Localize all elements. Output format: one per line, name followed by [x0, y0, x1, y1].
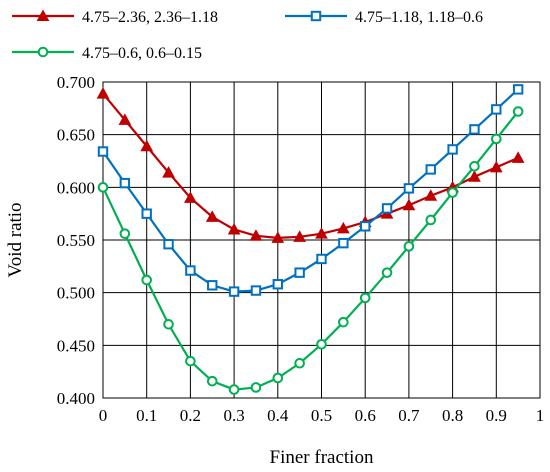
data-point: [184, 191, 197, 203]
data-point: [162, 166, 175, 178]
data-point: [119, 228, 131, 239]
y-tick-label: 0.650: [57, 126, 95, 145]
data-point: [228, 384, 240, 395]
x-tick-label: 0.7: [398, 406, 420, 425]
y-tick-label: 0.700: [57, 73, 95, 92]
x-tick-label: 0.3: [223, 406, 244, 425]
plot-area-frame: [102, 81, 541, 399]
data-point: [512, 106, 524, 117]
data-point: [163, 239, 174, 250]
series-2: [97, 84, 524, 297]
data-point: [272, 279, 284, 290]
data-point: [425, 214, 437, 226]
series-group: [96, 84, 525, 395]
data-point: [294, 357, 305, 369]
data-point: [469, 160, 480, 172]
data-point: [489, 160, 503, 173]
data-point: [425, 164, 436, 175]
y-tick-label: 0.550: [57, 231, 95, 250]
data-point: [338, 316, 349, 328]
data-point: [96, 87, 110, 99]
legend-label: 4.75–0.6, 0.6–0.15: [82, 45, 202, 62]
y-axis-label: Void ratio: [5, 202, 26, 277]
data-point: [141, 208, 152, 219]
data-point: [360, 221, 371, 232]
data-point: [294, 267, 305, 278]
data-point: [359, 292, 371, 304]
data-point: [315, 227, 328, 239]
y-tick-label: 0.450: [57, 336, 95, 355]
data-point: [403, 241, 415, 252]
data-point: [511, 151, 525, 163]
x-tick-label: 0: [99, 406, 108, 425]
series-1: [96, 87, 525, 243]
y-tick-label: 0.400: [57, 389, 95, 408]
x-tick-label: 0.6: [355, 406, 376, 425]
data-point: [119, 177, 131, 189]
data-point: [97, 182, 109, 193]
legend-label: 4.75–2.36, 2.36–1.18: [82, 9, 218, 26]
data-point: [185, 265, 196, 276]
data-point: [140, 139, 154, 152]
legend-label: 4.75–1.18, 1.18–0.6: [355, 9, 483, 26]
data-point: [447, 187, 458, 198]
series-line: [102, 110, 520, 391]
legend-marker: [37, 46, 49, 58]
legend-marker: [310, 10, 322, 22]
tick-labels: 0 0.1 0.2 0.3 0.4 0.5 0.6 0.7 0.8 0.9 1 0.400 0.450 0…: [57, 73, 545, 425]
data-point: [272, 372, 284, 384]
data-point: [207, 280, 218, 291]
data-point: [250, 285, 262, 296]
data-point: [338, 237, 349, 249]
data-point: [163, 318, 174, 330]
x-axis-label: Finer fraction: [270, 447, 374, 468]
data-point: [469, 124, 480, 135]
x-tick-label: 1: [536, 406, 545, 425]
data-point: [185, 355, 196, 367]
y-tick-label: 0.600: [57, 178, 95, 197]
data-point: [381, 203, 393, 214]
x-tick-label: 0.8: [442, 406, 463, 425]
data-point: [491, 133, 502, 145]
legend: 4.75–2.36, 2.36–1.18 4.75–1.18, 1.18–0.6 4…: [12, 9, 483, 62]
data-point: [205, 210, 219, 222]
x-tick-label: 0.9: [486, 406, 507, 425]
data-point: [271, 231, 285, 243]
data-point: [228, 286, 240, 297]
data-point: [447, 144, 458, 155]
data-point: [97, 146, 109, 157]
y-tick-label: 0.500: [57, 284, 95, 303]
data-point: [316, 253, 327, 265]
data-point: [381, 267, 393, 278]
x-tick-label: 0.1: [136, 406, 157, 425]
data-point: [249, 229, 263, 241]
data-point: [512, 84, 524, 95]
data-point: [206, 375, 218, 387]
legend-item-3: 4.75–0.6, 0.6–0.15: [12, 45, 202, 62]
legend-item-2: 4.75–1.18, 1.18–0.6: [285, 9, 483, 26]
data-point: [118, 113, 132, 125]
data-point: [293, 230, 306, 242]
x-tick-label: 0.5: [311, 406, 332, 425]
data-point: [227, 222, 241, 235]
data-point: [491, 104, 502, 115]
legend-item-1: 4.75–2.36, 2.36–1.18: [12, 9, 218, 26]
series-3: [97, 106, 524, 395]
data-point: [316, 338, 327, 350]
data-point: [250, 382, 262, 393]
data-point: [468, 170, 481, 182]
x-tick-label: 0.4: [267, 406, 289, 425]
data-point: [403, 183, 415, 194]
data-point: [402, 198, 416, 211]
series-line: [102, 92, 519, 239]
x-tick-label: 0.2: [180, 406, 201, 425]
data-point: [141, 274, 152, 286]
data-point: [337, 221, 350, 234]
legend-marker: [36, 9, 50, 21]
data-point: [424, 189, 438, 201]
